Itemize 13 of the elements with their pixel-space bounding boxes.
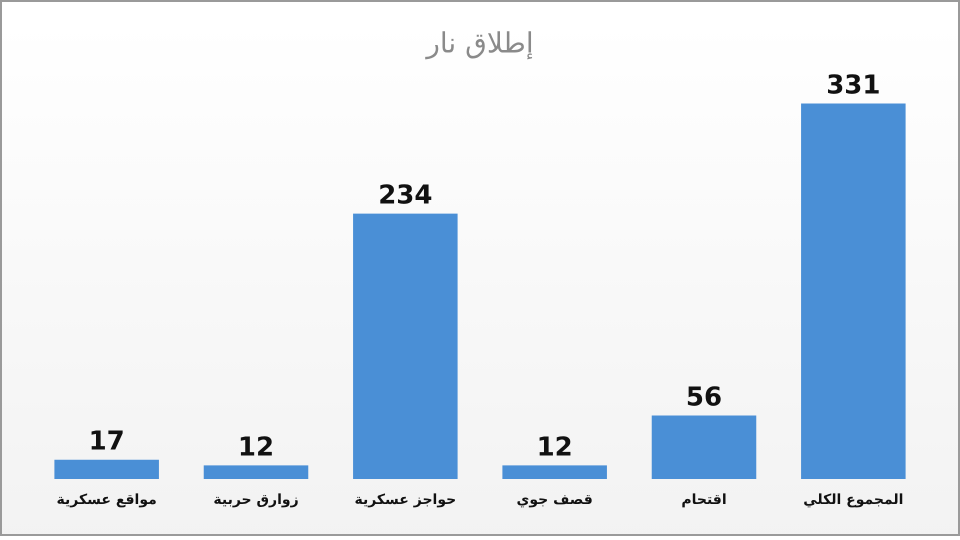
x-tick-label: مواقع عسكرية [56, 492, 157, 508]
x-tick-label: زوارق حربية [213, 492, 299, 508]
x-tick-label: اقتحام [681, 492, 727, 508]
chart-title: إطلاق نار [424, 26, 534, 60]
data-label: 12 [238, 432, 274, 462]
x-tick-label: حواجز عسكرية [354, 492, 456, 508]
data-label: 17 [88, 426, 125, 457]
data-label: 234 [378, 180, 432, 211]
data-label: 56 [686, 382, 722, 412]
x-tick-label: المجموع الكلي [803, 492, 904, 508]
x-tick-label: قصف جوي [516, 492, 593, 508]
data-label: 331 [826, 70, 880, 101]
data-label: 12 [536, 432, 573, 462]
